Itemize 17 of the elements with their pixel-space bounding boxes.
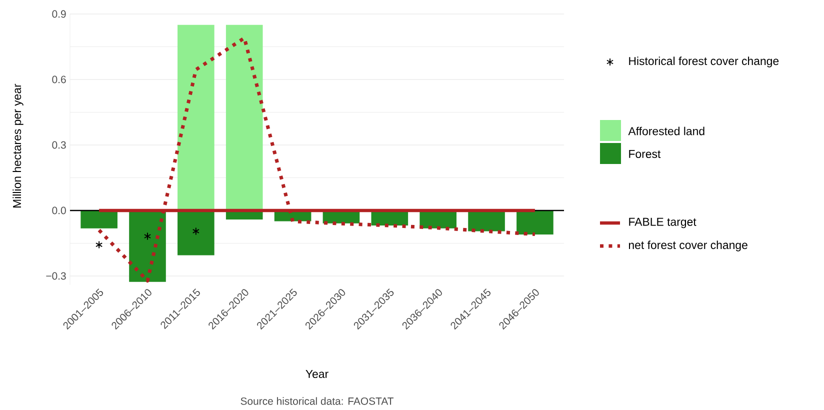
legend-label: Afforested land <box>628 126 704 136</box>
source-note: Source historical data: FAOSTAT <box>240 397 394 405</box>
point <box>192 227 200 236</box>
y-tick-label: 0.0 <box>52 206 66 214</box>
line-series <box>97 36 537 283</box>
y-tick-label: 0.6 <box>52 76 66 84</box>
legend-label: Historical forest cover change <box>629 56 779 68</box>
y-tick-label: 0.3 <box>52 141 66 149</box>
y-tick-label: 0.9 <box>52 10 66 18</box>
y-axis-title: Million hectares per year <box>12 84 24 208</box>
y-tick-label: −0.3 <box>46 272 66 280</box>
x-axis-title: Year <box>306 370 328 378</box>
point <box>144 232 152 240</box>
point <box>96 240 103 249</box>
legend-label: net forest cover change <box>628 240 748 252</box>
legend-label: FABLE target <box>629 218 696 228</box>
legend-label: Forest <box>629 150 661 158</box>
